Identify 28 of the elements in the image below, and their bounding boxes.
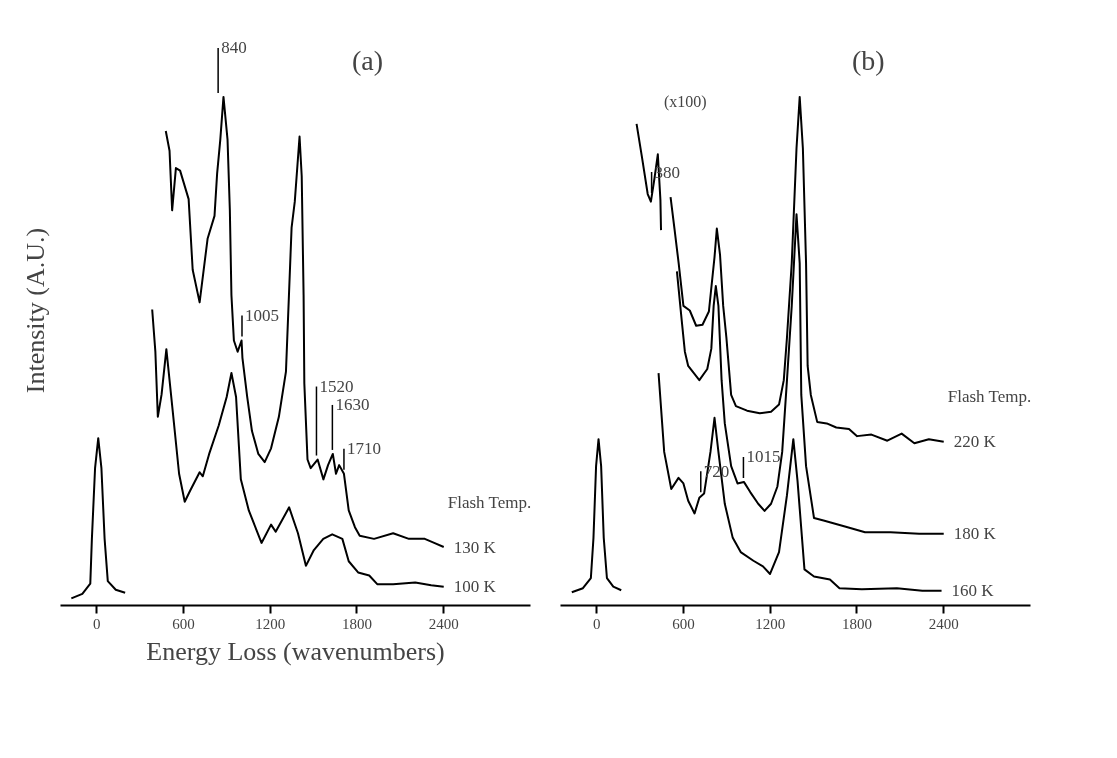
- annotation: (x100): [663, 92, 707, 111]
- x-tick-label: 2400: [928, 615, 959, 632]
- chart-title: (b): [851, 44, 885, 76]
- annotation: 1710: [346, 439, 381, 459]
- x-tick-label: 1800: [841, 615, 872, 632]
- annotation: 1520: [319, 377, 354, 397]
- x-tick-label: 2400: [428, 615, 459, 632]
- x-tick-label: 600: [672, 615, 695, 632]
- series-label: 130 K: [453, 537, 497, 557]
- annotation: 1630: [335, 395, 370, 415]
- series-label: 160 K: [951, 581, 995, 601]
- x-axis-title: Energy Loss (wavenumbers): [146, 636, 445, 666]
- annotation: 840: [221, 38, 247, 58]
- series-label: 100 K: [453, 577, 497, 597]
- annotation: 1015: [746, 447, 781, 467]
- series-label: 220 K: [953, 432, 997, 452]
- x-tick-label: 1200: [255, 615, 286, 632]
- annotation: 1005: [244, 306, 279, 326]
- series-label: 180 K: [953, 524, 997, 544]
- y-axis-title: Intensity (A.U.): [20, 227, 50, 394]
- legend-title: Flash Temp.: [447, 492, 532, 512]
- x-tick-label: 1200: [755, 615, 786, 632]
- legend-title: Flash Temp.: [947, 387, 1032, 407]
- chart-title: (a): [351, 44, 383, 76]
- x-tick-label: 0: [92, 615, 101, 632]
- x-tick-label: 0: [592, 615, 601, 632]
- x-tick-label: 600: [172, 615, 195, 632]
- x-tick-label: 1800: [341, 615, 372, 632]
